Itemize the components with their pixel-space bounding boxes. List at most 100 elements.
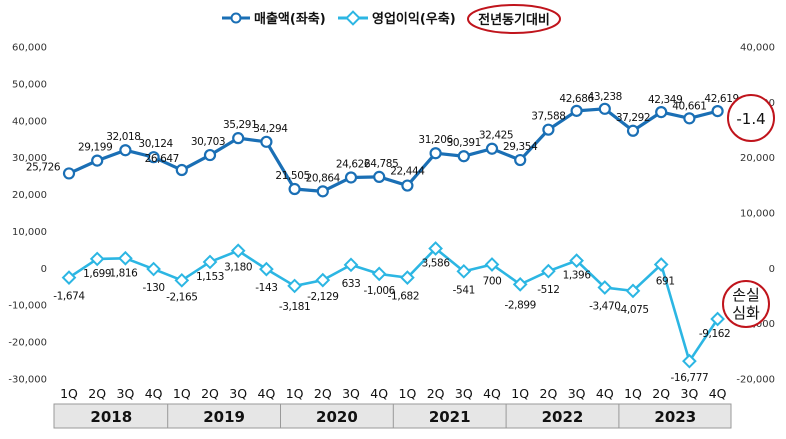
sales-data-label: 30,391 [447, 137, 481, 149]
year-label: 2023 [654, 408, 696, 426]
quarter-label: 1Q [60, 386, 78, 401]
profit-point [541, 263, 556, 279]
sales-data-label: 37,588 [531, 111, 565, 123]
profit-data-label: -1,674 [53, 291, 85, 303]
profit-point [569, 253, 584, 268]
profit-data-label: 633 [342, 278, 361, 290]
sales-point [598, 102, 611, 115]
quarter-label: 1Q [286, 386, 304, 401]
year-label: 2021 [429, 408, 471, 426]
sales-point [401, 179, 414, 192]
profit-data-label: -9,162 [699, 328, 730, 340]
legend-sales-label: 매출액(좌축) [254, 11, 326, 27]
right-tick-label: 10,000 [740, 209, 775, 220]
sales-point [373, 170, 386, 184]
profit-point [174, 272, 190, 288]
profit-data-label: -3,470 [589, 301, 620, 313]
profit-point [61, 270, 77, 285]
profit-point [710, 311, 725, 327]
sales-data-label: 42,686 [559, 93, 594, 105]
legend: 매출액(좌축) 영업이익(우축) 전년동기대비 [222, 4, 561, 34]
sales-point [203, 148, 217, 162]
profit-point [343, 257, 359, 273]
callout-profit-text-2: 심화 [732, 304, 760, 322]
profit-data-label: -130 [142, 282, 164, 294]
sales-point [485, 142, 499, 155]
callout-sales: -1.4 [727, 94, 775, 142]
profit-data-label: 1,816 [109, 267, 138, 279]
quarter-labels: 1Q 2Q 3Q 4Q 1Q 2Q 3Q 4Q 1Q 2Q 3Q 4Q 1Q 2Q 3Q 4Q 1Q 2Q 3Q 4Q… [60, 386, 727, 401]
quarter-label: 2Q [652, 386, 670, 401]
sales-point [147, 151, 160, 164]
quarter-label: 2Q [88, 386, 106, 401]
profit-point [371, 266, 387, 282]
sales-point [232, 132, 245, 145]
callout-profit-circle [722, 280, 770, 328]
quarter-label: 1Q [173, 386, 191, 401]
sales-data-label: 32,425 [479, 130, 513, 142]
profit-data-label: 691 [656, 276, 675, 288]
sales-point [429, 147, 442, 160]
year-label: 2018 [90, 408, 132, 426]
legend-badge-text: 전년동기대비 [478, 12, 550, 28]
sales-data-label: 37,292 [616, 112, 650, 124]
callout-profit: 손실 심화 [722, 280, 770, 328]
left-tick-label: -20,000 [8, 338, 47, 349]
profit-point [287, 278, 302, 294]
quarter-label: 4Q [370, 386, 388, 401]
callout-sales-circle [727, 94, 775, 142]
profit-data-label: 1,396 [563, 270, 592, 282]
year-band-bg [53, 403, 732, 429]
sales-data-label: 30,703 [191, 136, 225, 148]
sales-point [514, 153, 527, 167]
sales-point [626, 124, 640, 137]
profit-data-label: -3,181 [279, 301, 310, 313]
sales-data-label: 21,505 [275, 170, 309, 182]
profit-data-label: -1,682 [388, 291, 419, 303]
quarter-label: 4Q [258, 386, 276, 401]
quarter-label: 3Q [681, 386, 699, 401]
profit-data-label: -1,006 [363, 285, 395, 297]
profit-point [512, 277, 528, 292]
sales-point [316, 185, 329, 198]
sales-point [119, 144, 132, 157]
profit-point [653, 257, 669, 272]
sales-point [457, 150, 470, 163]
sales-point [683, 112, 696, 125]
legend-profit-label: 영업이익(우축) [372, 11, 456, 27]
profit-data-label: 3,586 [422, 257, 451, 269]
profit-data-label: -2,165 [166, 291, 197, 303]
profit-point [118, 250, 133, 266]
profit-point [484, 257, 500, 272]
profit-point [682, 353, 697, 369]
sales-data-label: 20,864 [306, 172, 341, 184]
left-tick-label: 0 [41, 264, 47, 275]
left-tick-label: 50,000 [12, 79, 47, 90]
quarter-label: 3Q [568, 386, 586, 401]
right-tick-label: 40,000 [740, 43, 775, 54]
sales-data-label: 29,199 [78, 142, 112, 154]
quarter-label: 3Q [342, 386, 360, 401]
sales-data-label: 24,785 [364, 158, 398, 170]
quarter-label: 3Q [455, 386, 473, 401]
profit-point [597, 280, 613, 295]
profit-point [146, 261, 161, 277]
left-tick-label: 10,000 [12, 227, 47, 238]
right-tick-label: 0 [769, 264, 775, 275]
quarter-label: 3Q [117, 386, 135, 401]
quarter-label: 2Q [201, 386, 219, 401]
sales-point [542, 123, 555, 136]
left-tick-label: 40,000 [12, 116, 47, 127]
left-axis: 60,000 50,000 40,000 30,000 20,000 10,000 0 -10… [8, 43, 47, 386]
quarter-label: 1Q [624, 386, 642, 401]
sales-data-label: 42,349 [648, 94, 682, 106]
profit-point [315, 272, 331, 288]
profit-data-label: -16,777 [671, 372, 709, 384]
profit-data-label: -4,075 [617, 304, 648, 316]
profit-data-label: 1,699 [83, 268, 111, 280]
year-label: 2022 [542, 408, 584, 426]
profit-data-label: -2,899 [504, 299, 535, 311]
profit-point [259, 261, 274, 277]
sales-data-label: 32,018 [106, 131, 140, 143]
